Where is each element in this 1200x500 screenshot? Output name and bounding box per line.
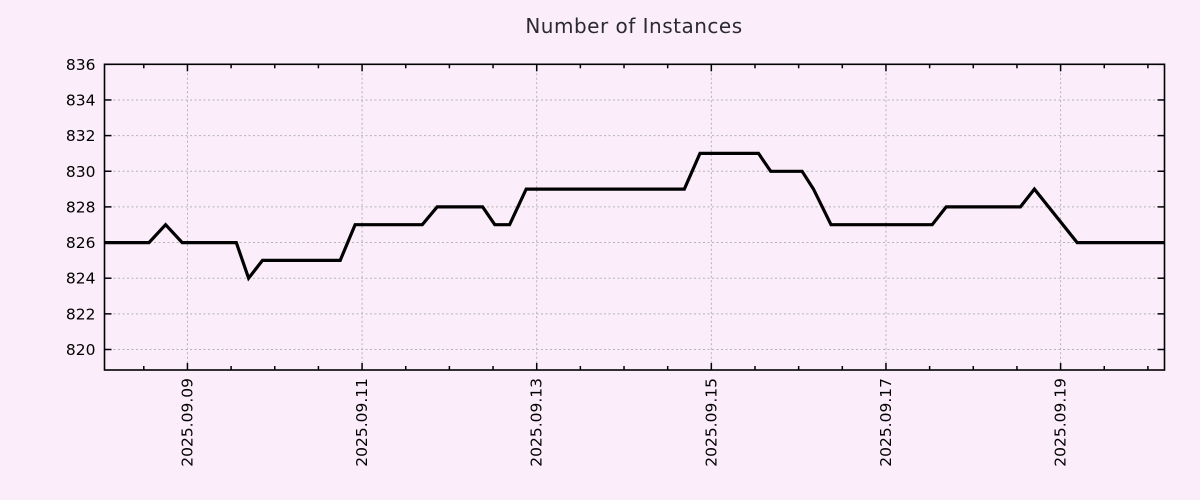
x-tick-label: 2025.09.15 (702, 378, 720, 467)
chart-title: Number of Instances (525, 14, 743, 38)
y-tick-labels: 820 822 824 826 828 830 832 834 836 (66, 56, 96, 359)
x-tick-label: 2025.09.09 (178, 378, 196, 467)
x-tick-label: 2025.09.19 (1052, 378, 1070, 467)
y-tick-label: 836 (66, 56, 96, 74)
y-tick-label: 820 (66, 341, 96, 359)
data-line (104, 151, 1165, 282)
x-tick-label: 2025.09.11 (353, 378, 371, 467)
y-tick-label: 830 (66, 163, 96, 181)
x-tick-label: 2025.09.17 (877, 378, 895, 467)
y-tick-label: 822 (66, 305, 96, 323)
gridlines (104, 64, 1165, 370)
x-tick-label: 2025.09.13 (528, 378, 546, 467)
plot-border (103, 63, 1166, 371)
y-tick-label: 826 (66, 234, 96, 252)
axis-ticks (104, 63, 1165, 370)
x-tick-labels: 2025.09.09 2025.09.11 2025.09.13 2025.09.15… (178, 378, 1069, 467)
y-tick-label: 824 (66, 270, 96, 288)
y-tick-label: 834 (66, 91, 96, 109)
y-tick-label: 828 (66, 198, 96, 216)
y-tick-label: 832 (66, 127, 96, 145)
